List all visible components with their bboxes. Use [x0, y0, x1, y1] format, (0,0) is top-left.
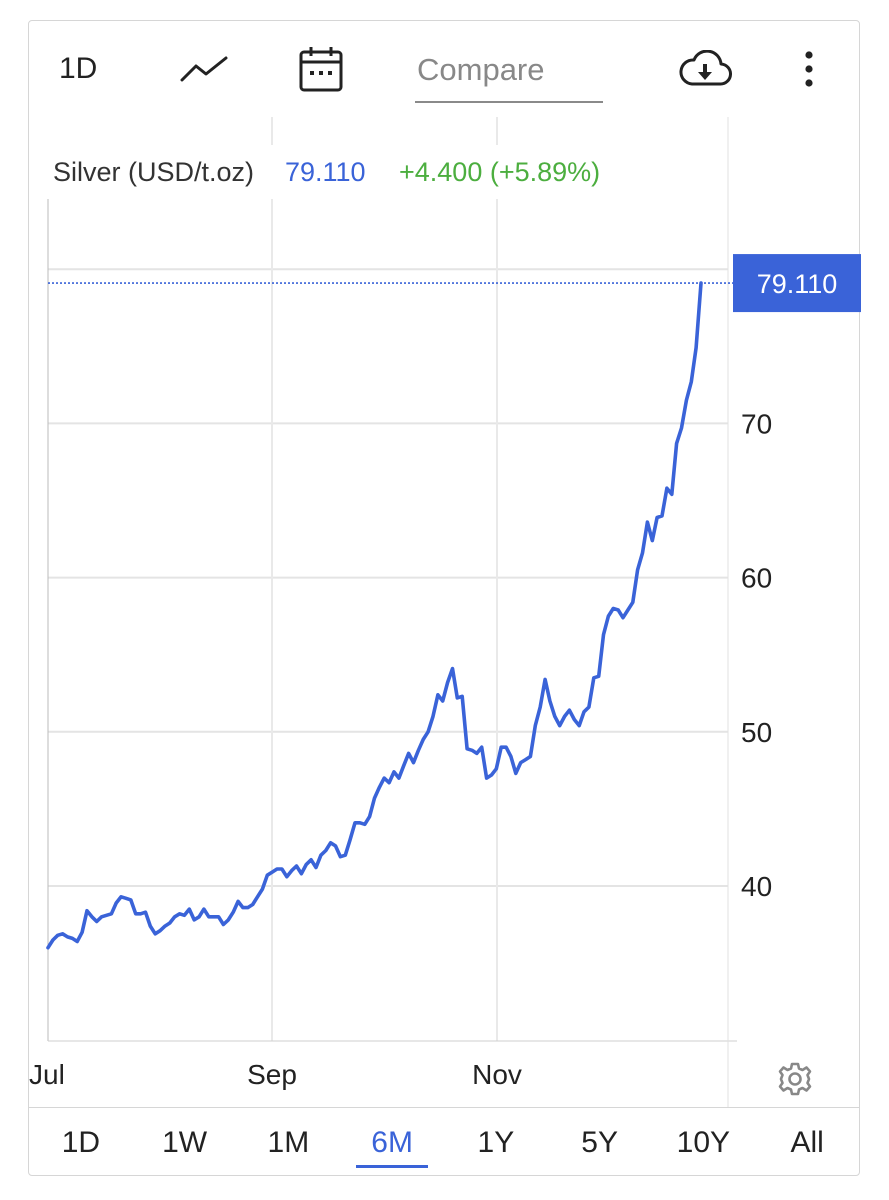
y-tick-label: 50 — [741, 717, 772, 748]
date-range-button[interactable] — [297, 21, 345, 117]
line-chart-icon — [180, 56, 228, 82]
range-tab-1d[interactable]: 1D — [61, 1126, 101, 1159]
interval-label: 1D — [59, 52, 98, 85]
price-chart[interactable]: 40 50 60 70 Jul Sep Nov 79.110 Silver (USD/t.o… — [29, 21, 861, 1107]
legend-change: +4.400 (+5.89%) — [399, 157, 600, 187]
legend-series-name: Silver (USD/t.oz) — [53, 157, 254, 187]
range-tab-1m[interactable]: 1M — [267, 1126, 310, 1159]
compare-placeholder: Compare — [417, 52, 545, 87]
interval-selector[interactable]: 1D — [59, 21, 97, 117]
range-tab-all[interactable]: All — [790, 1126, 824, 1159]
range-tab-1w[interactable]: 1W — [162, 1126, 208, 1159]
tick-labels: 40 50 60 70 Jul Sep Nov — [29, 408, 772, 1090]
chart-settings-icon[interactable] — [777, 1061, 813, 1097]
range-tabs: 1D 1W 1M 6M 1Y 5Y 10Y All — [29, 1107, 859, 1178]
last-price-tag: 79.110 — [733, 254, 861, 313]
chart-type-button[interactable] — [177, 21, 231, 117]
cloud-download-icon — [679, 50, 732, 86]
y-tick-label: 40 — [741, 871, 772, 902]
chart-legend: Silver (USD/t.oz) 79.110 +4.400 (+5.89%) — [45, 145, 623, 199]
range-tab-1y[interactable]: 1Y — [477, 1126, 515, 1159]
legend-price: 79.110 — [285, 157, 366, 187]
range-tab-10y[interactable]: 10Y — [676, 1126, 731, 1159]
last-price-tag-text: 79.110 — [757, 269, 838, 299]
compare-input[interactable]: Compare — [415, 39, 603, 103]
series-line-silver — [46, 281, 703, 950]
x-tick-label: Jul — [29, 1059, 65, 1090]
chart-grid — [48, 117, 728, 1041]
y-tick-label: 60 — [741, 563, 772, 594]
chart-widget: 1D Compare — [28, 20, 861, 1178]
calendar-icon — [299, 47, 343, 92]
chart-toolbar: 1D Compare — [29, 21, 859, 117]
range-tab-6m[interactable]: 6M — [340, 1108, 444, 1178]
more-vertical-icon — [805, 51, 813, 87]
download-button[interactable] — [677, 21, 733, 117]
x-tick-label: Sep — [247, 1059, 297, 1090]
x-tick-label: Nov — [472, 1059, 522, 1090]
y-tick-label: 70 — [741, 408, 772, 439]
more-options-button[interactable] — [799, 21, 819, 117]
range-tab-5y[interactable]: 5Y — [581, 1126, 618, 1159]
